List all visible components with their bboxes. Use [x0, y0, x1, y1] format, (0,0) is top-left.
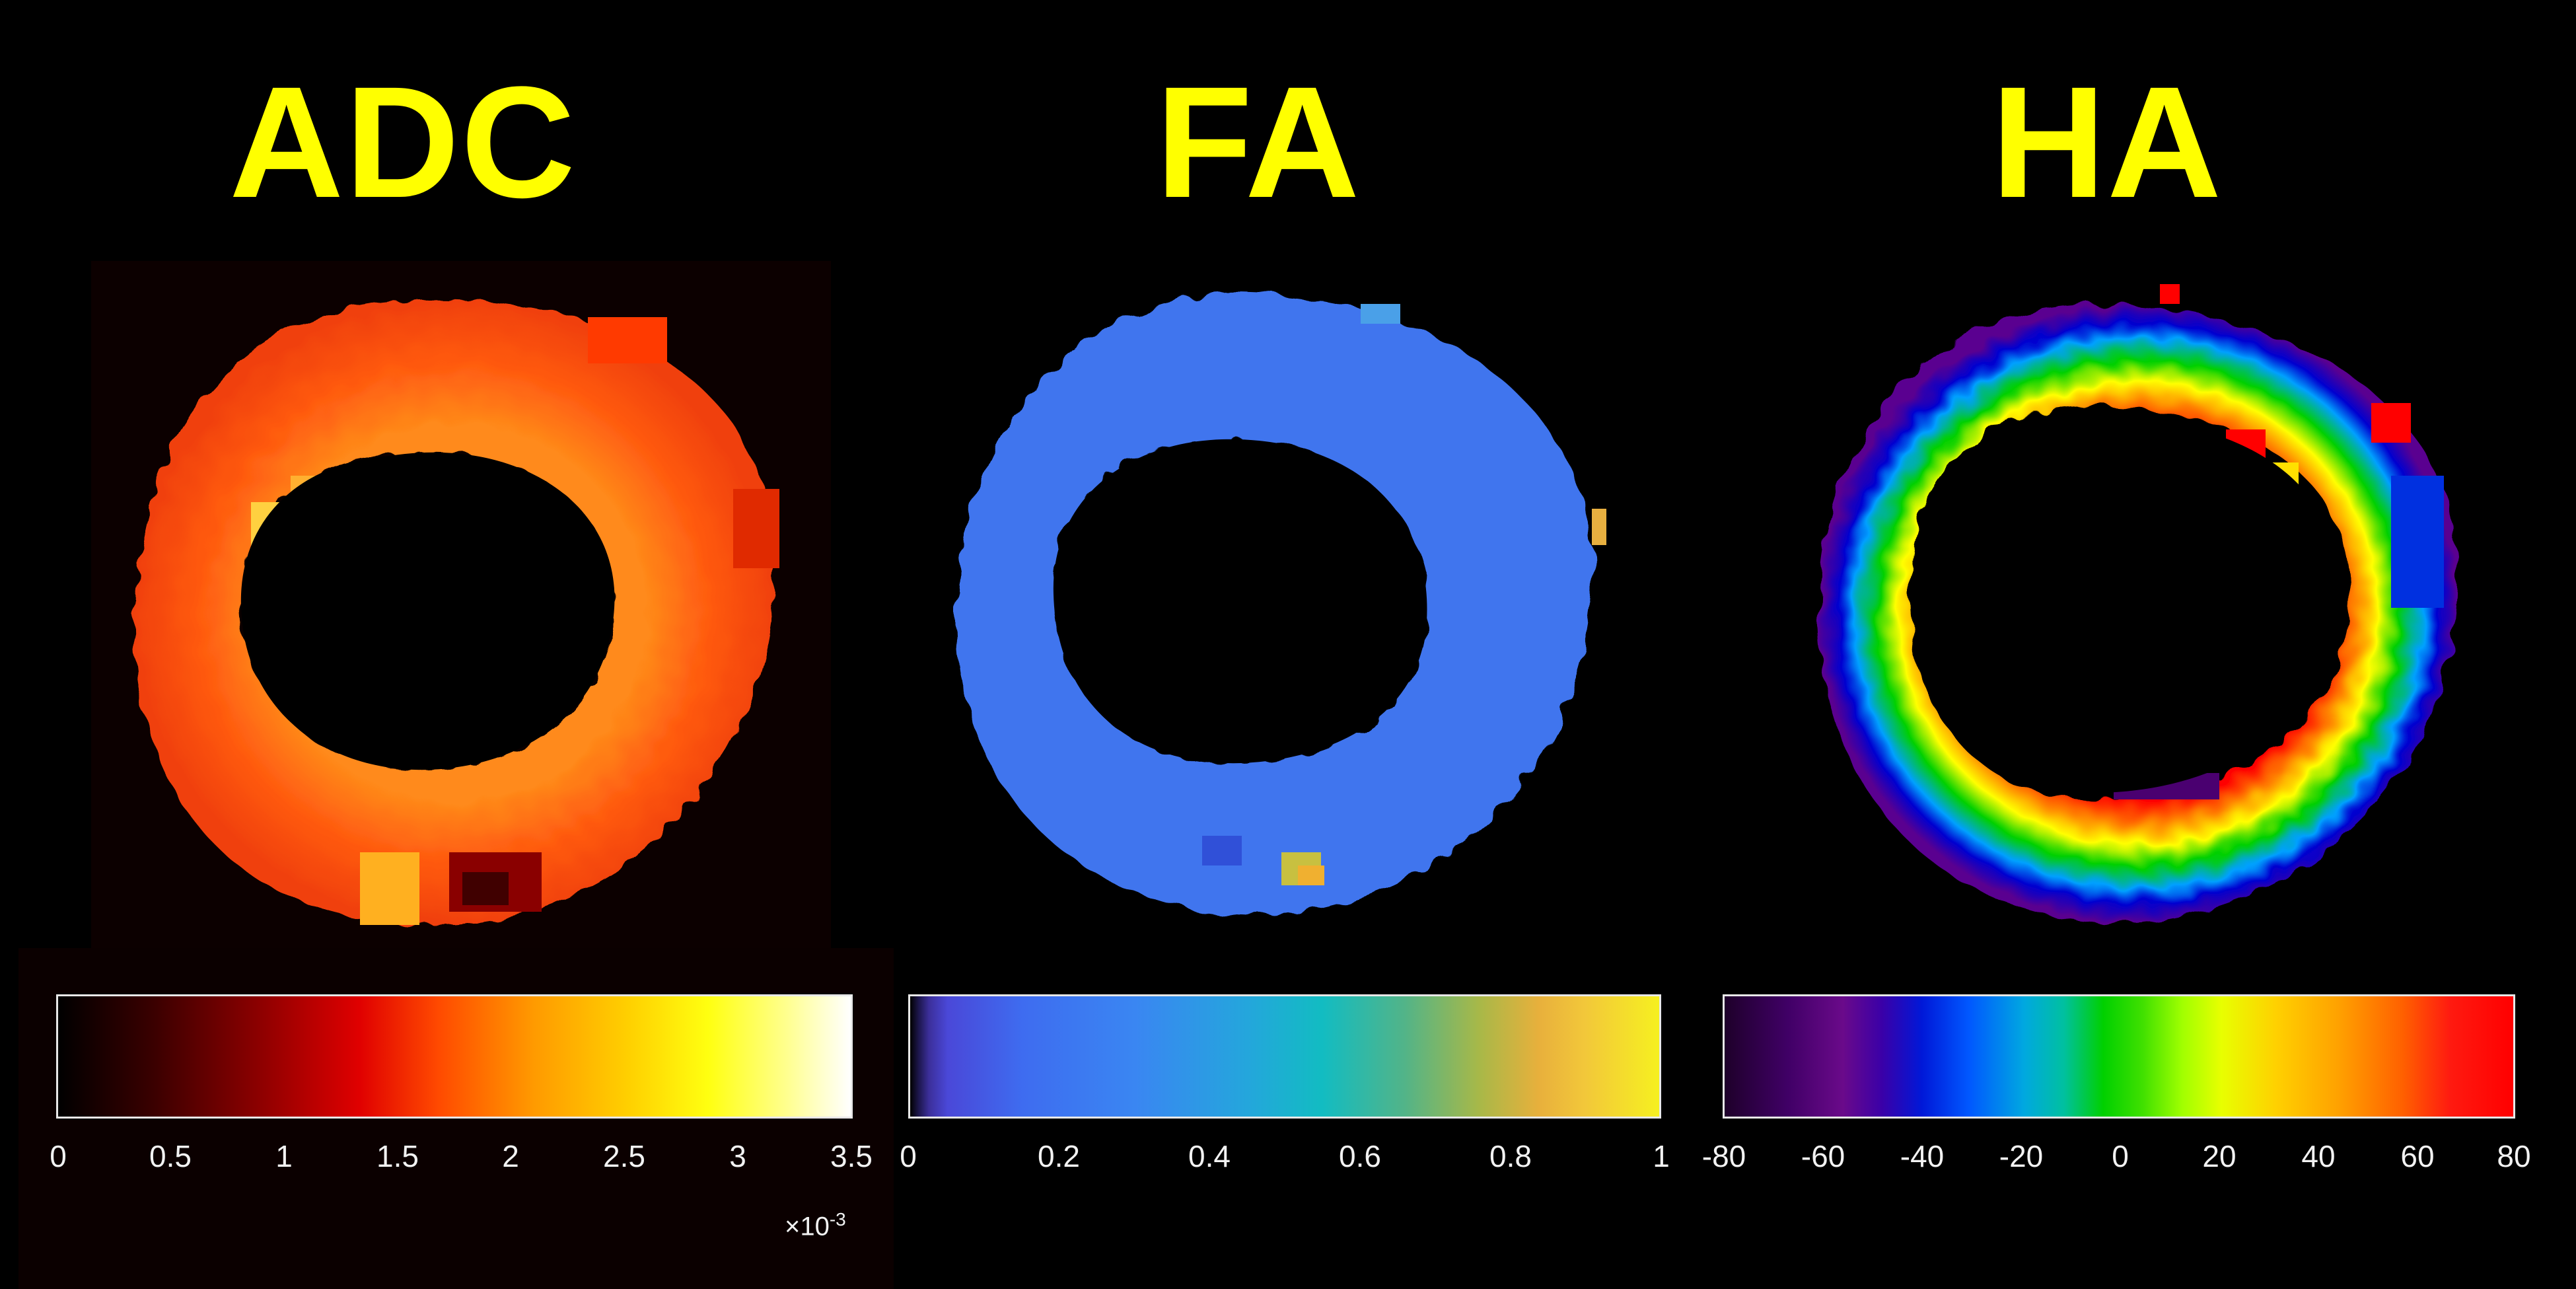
adc-tick-label: 0 — [50, 1139, 67, 1173]
ha-tick-label: 40 — [2301, 1139, 2336, 1173]
ha-tick-label: 20 — [2202, 1139, 2236, 1173]
ha-ring — [1819, 303, 2458, 922]
ha-tick-label: -20 — [1999, 1139, 2044, 1173]
fa-tick-label: 0.4 — [1188, 1139, 1231, 1173]
ha-tick-label: -40 — [1900, 1139, 1945, 1173]
adc-tick-label: 2.5 — [603, 1139, 645, 1173]
adc-colorbar-multiplier: ×10-3 — [785, 1209, 846, 1241]
adc-tick-label: 3 — [729, 1139, 746, 1173]
adc-tick-label: 1.5 — [376, 1139, 419, 1173]
adc-ring — [134, 299, 774, 926]
ha-tick-label: -80 — [1701, 1139, 1746, 1173]
ha-title: HA — [1991, 54, 2223, 231]
fa-ring — [956, 293, 1593, 916]
fa-hole — [1053, 439, 1427, 764]
adc-tick-label: 2 — [502, 1139, 519, 1173]
ha-hole — [1919, 416, 2342, 793]
fa-colorbar — [908, 994, 1661, 1119]
ha-tick-label: -60 — [1801, 1139, 1845, 1173]
adc-tick-label: 1 — [275, 1139, 293, 1173]
ha-tick-label: 0 — [2112, 1139, 2129, 1173]
adc-tick-label: 0.5 — [149, 1139, 192, 1173]
fa-tick-label: 1 — [1653, 1139, 1670, 1173]
ha-colorbar — [1723, 994, 2515, 1119]
adc-title: ADC — [229, 54, 577, 231]
adc-hole — [240, 452, 615, 770]
fa-tick-label: 0.6 — [1339, 1139, 1381, 1173]
fa-ring-highlights — [1202, 304, 1606, 885]
fa-tick-label: 0.2 — [1038, 1139, 1080, 1173]
fa-tick-label: 0 — [900, 1139, 917, 1173]
ha-tick-label: 60 — [2400, 1139, 2435, 1173]
fa-title: FA — [1155, 54, 1361, 231]
ha-tick-label: 80 — [2497, 1139, 2531, 1173]
adc-tick-label: 3.5 — [830, 1139, 873, 1173]
adc-colorbar — [56, 994, 853, 1119]
fa-tick-label: 0.8 — [1489, 1139, 1532, 1173]
